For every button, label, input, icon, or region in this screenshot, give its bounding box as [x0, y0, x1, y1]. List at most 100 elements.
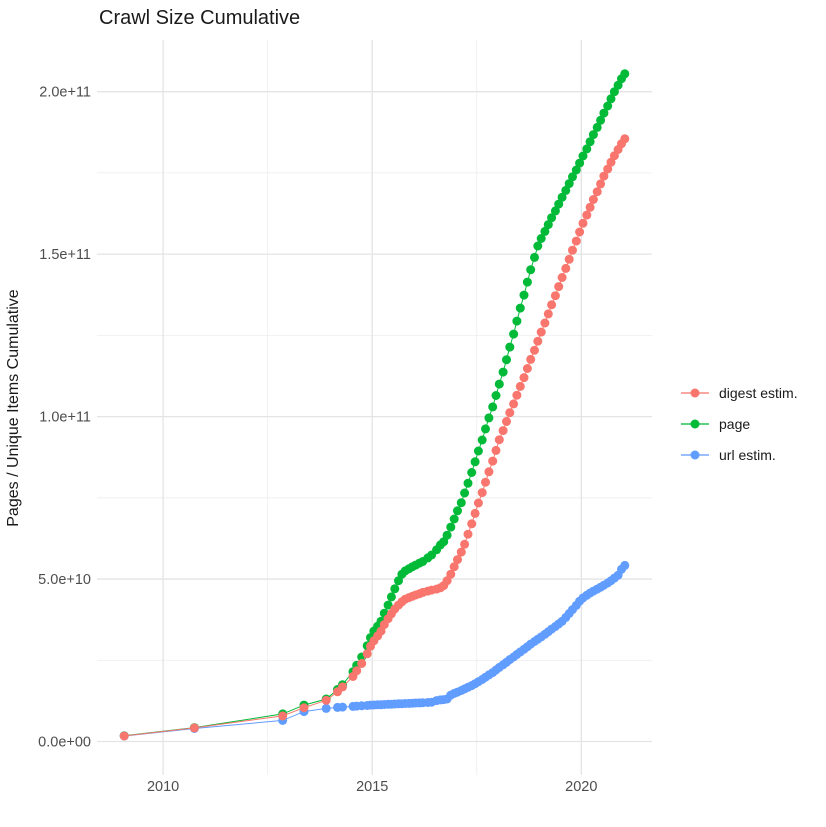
series-digest-estim- [119, 134, 630, 741]
data-point [460, 539, 470, 549]
legend-label: digest estim. [719, 384, 798, 401]
data-point [530, 252, 539, 262]
data-point [568, 245, 577, 255]
x-tick-label: 2010 [147, 779, 179, 795]
data-point [189, 723, 199, 733]
y-tick-label: 1.5e+11 [39, 247, 91, 263]
data-point [540, 226, 550, 236]
data-point [299, 703, 309, 713]
data-point [533, 241, 543, 251]
data-point [467, 468, 477, 477]
data-point [585, 137, 595, 147]
data-point [488, 402, 498, 412]
y-tick-label: 0.0e+00 [38, 735, 91, 751]
data-point [620, 69, 630, 79]
y-tick-label: 1.0e+11 [39, 410, 91, 426]
data-point [543, 220, 553, 230]
data-point [522, 277, 532, 287]
data-point [453, 555, 462, 565]
data-point [578, 151, 588, 161]
data-point [446, 569, 456, 579]
data-point [512, 316, 522, 326]
data-point [588, 130, 598, 140]
data-point [543, 309, 553, 319]
data-point [481, 477, 490, 487]
data-point [620, 560, 630, 570]
data-point [477, 435, 487, 445]
data-point [442, 530, 452, 540]
data-point [592, 187, 602, 197]
data-point [603, 164, 613, 174]
data-point [620, 134, 630, 144]
data-point [533, 336, 543, 346]
data-point [571, 236, 581, 246]
y-tick-label: 5.0e+10 [38, 572, 91, 588]
data-point [596, 179, 606, 189]
data-point [596, 115, 606, 125]
data-point [491, 445, 501, 455]
data-point [463, 478, 473, 488]
data-point [554, 282, 564, 292]
data-point [519, 373, 529, 383]
data-point [599, 171, 609, 181]
legend-key-icon [681, 388, 709, 397]
legend-key-icon [681, 419, 709, 428]
data-point [119, 731, 129, 741]
data-point [456, 547, 466, 557]
data-point [592, 122, 602, 132]
data-point [338, 702, 347, 712]
data-point [547, 213, 557, 223]
data-point [530, 345, 539, 355]
data-point [509, 329, 519, 339]
legend-item-page: page [680, 408, 798, 439]
data-point [509, 399, 519, 409]
data-point [603, 101, 613, 111]
data-point [585, 202, 595, 212]
data-point [321, 703, 331, 713]
legend: digest estim. page url estim. [680, 377, 798, 470]
data-point [456, 498, 466, 508]
data-point [502, 355, 511, 365]
data-point [494, 435, 504, 445]
data-point [561, 185, 571, 195]
data-point [473, 446, 483, 456]
data-point [502, 417, 511, 426]
data-point [550, 291, 560, 301]
legend-key-icon [681, 450, 709, 459]
data-point [473, 498, 483, 508]
data-point [599, 108, 609, 118]
data-point [362, 649, 372, 659]
data-point [494, 379, 504, 389]
legend-label: url estim. [719, 446, 776, 463]
data-point [550, 206, 560, 216]
data-point [491, 391, 501, 400]
data-point [606, 94, 616, 104]
data-point [536, 327, 546, 337]
data-point [571, 165, 581, 175]
data-point [575, 158, 585, 168]
data-point [568, 172, 577, 182]
data-point [512, 390, 522, 400]
data-point [463, 529, 473, 539]
data-point [498, 367, 508, 377]
legend-item-digest-estim-: digest estim. [680, 377, 798, 408]
data-point [484, 467, 494, 477]
data-point [449, 514, 459, 524]
data-point [383, 600, 393, 610]
data-point [390, 584, 400, 594]
data-point [386, 592, 396, 602]
data-point [515, 303, 525, 313]
data-point [357, 659, 367, 668]
series-url-estim- [119, 560, 630, 741]
data-point [470, 508, 480, 518]
data-point [352, 666, 362, 676]
series-line [124, 565, 626, 737]
data-point [446, 522, 456, 532]
data-point [547, 300, 557, 310]
data-point [522, 364, 532, 373]
data-point [564, 179, 574, 189]
data-point [498, 426, 508, 436]
data-point [484, 413, 494, 423]
data-point [470, 457, 480, 467]
